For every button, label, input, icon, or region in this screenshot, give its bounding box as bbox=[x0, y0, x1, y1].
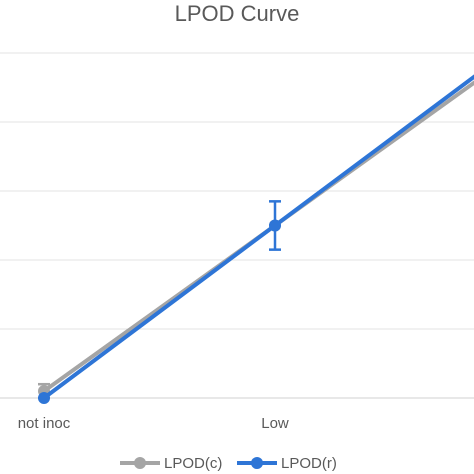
legend-item-LPOD(c): LPOD(c) bbox=[120, 455, 222, 472]
legend-marker bbox=[251, 457, 263, 469]
legend-label: LPOD(c) bbox=[164, 455, 222, 472]
series-LPOD(c) bbox=[38, 80, 474, 400]
legend: LPOD(c) LPOD(r) bbox=[120, 455, 337, 472]
x-tick-label: Low bbox=[261, 415, 289, 432]
series-LPOD(r) bbox=[38, 74, 474, 404]
x-tick-label: not inoc bbox=[18, 415, 71, 432]
legend-marker bbox=[134, 457, 146, 469]
gridlines bbox=[0, 52, 474, 399]
series-layer bbox=[38, 74, 474, 404]
chart-title: LPOD Curve bbox=[175, 1, 300, 26]
data-point bbox=[269, 219, 281, 232]
x-axis-ticks: not inoc Low bbox=[18, 415, 289, 432]
legend-item-LPOD(r): LPOD(r) bbox=[237, 455, 337, 472]
data-point bbox=[38, 392, 50, 404]
series-line bbox=[42, 80, 474, 394]
legend-label: LPOD(r) bbox=[281, 455, 337, 472]
